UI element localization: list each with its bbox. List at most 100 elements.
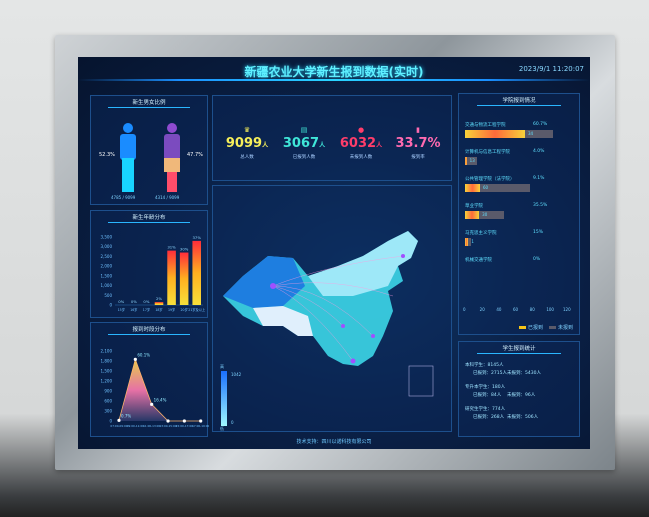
panel-title: 学生报到统计: [459, 344, 579, 354]
document-icon: ▤: [300, 126, 308, 134]
stat-value: 6032: [339, 136, 377, 151]
data-label: 60.1%: [137, 352, 150, 357]
unreported-bar: 60: [480, 184, 530, 192]
data-label: 0.7%: [121, 413, 131, 418]
student-type: 研究生学生：774人: [465, 407, 506, 412]
data-label: 16.4%: [154, 397, 167, 402]
stats-panel: ♛ 9099人 总人数 ▤ 3067人 已报到人数 ● 6032人 未报到人数 ▮ 33.7% 报到率: [212, 95, 452, 181]
college-percent: 60.7%: [533, 122, 548, 127]
reported-bar: [465, 157, 467, 165]
time-panel: 报到时段分布 0 300 600 900 1,200 1,500 1,800 2,100 0.7…: [90, 322, 209, 437]
y-tick-label: 2,500: [101, 254, 113, 259]
legend-min: 0: [231, 420, 234, 425]
y-tick-label: 0: [109, 419, 112, 424]
x-tick-label: 100: [546, 307, 554, 312]
x-tick-label: 40: [496, 307, 502, 312]
time-chart: 0 300 600 900 1,200 1,500 1,800 2,100 0.7% 07:00-…: [101, 349, 209, 429]
college-name: 草业学院: [465, 204, 483, 209]
college-percent: 15%: [533, 230, 544, 235]
y-tick-label: 1,200: [101, 379, 113, 384]
college-name: 交通与物流工程学院: [465, 123, 506, 128]
x-tick-label: 16岁: [130, 307, 137, 312]
college-row: 马克思主义学院 15% 1: [465, 230, 575, 252]
legend-item: 未报到: [549, 324, 573, 331]
stat-label: 已报到人数: [292, 155, 316, 160]
x-tick-label: 0: [463, 307, 466, 312]
y-tick-label: 600: [104, 399, 112, 404]
x-tick-label: 18岁: [155, 307, 162, 312]
student-todo: 未报到：5430人: [507, 371, 541, 376]
unreported-bar: 30: [479, 211, 505, 219]
age-panel: 新生年龄分布 0 500 1,000 1,500 2,000 2,500 3,000 3,50…: [90, 210, 208, 318]
college-row: 公共管理学院（法学院） 9.1% 60: [465, 176, 575, 198]
students-panel: 学生报到统计 本科学生：8145人 已报到：2715人 未报到：5430人 专升本学生…: [458, 341, 580, 437]
y-tick-label: 900: [104, 389, 112, 394]
college-percent: 35.5%: [533, 203, 548, 208]
stat-label: 报到率: [411, 155, 425, 160]
alert-icon: ●: [357, 126, 365, 134]
x-tick-label: 17岁: [143, 307, 150, 312]
bar-chart-icon: ▮: [416, 126, 420, 134]
reported-bar: [465, 211, 480, 219]
college-row: 草业学院 35.5% 30: [465, 203, 575, 225]
age-bar: [167, 250, 176, 305]
data-point: [117, 418, 121, 422]
female-count: 4314 / 9099: [155, 195, 180, 200]
reported-bar: [465, 184, 480, 192]
student-todo: 未报到：96人: [507, 393, 536, 398]
college-row: 交通与物流工程学院 60.7% 34: [465, 122, 575, 144]
unreported-bar: 34: [525, 130, 554, 138]
y-tick-label: 2,000: [101, 264, 113, 269]
y-tick-label: 3,500: [101, 235, 113, 240]
panel-title: 新生男女比例: [91, 98, 207, 108]
legend-high: 高: [220, 364, 224, 369]
x-tick-label: 15岁: [118, 307, 125, 312]
panel-title: 学院报到情况: [459, 96, 579, 106]
y-tick-label: 1,000: [101, 283, 113, 288]
data-label: 2%: [156, 296, 162, 301]
y-tick-label: 2,100: [101, 349, 113, 354]
college-name: 公共管理学院（法学院）: [465, 177, 515, 182]
datetime: 2023/9/1 11:20:07: [518, 65, 584, 73]
data-label: 37%: [192, 235, 201, 240]
data-label: 31%: [167, 245, 176, 250]
female-percent: 47.7%: [187, 152, 203, 158]
unreported-bar: 13: [466, 157, 478, 165]
college-panel: 学院报到情况 交通与物流工程学院 60.7% 34 计算机与信息工程学院 4.0% 13 公…: [458, 93, 580, 335]
college-row: 计算机与信息工程学院 4.0% 13: [465, 149, 575, 171]
x-tick-label: 20岁: [181, 307, 188, 312]
stat-card: ● 6032人未报到人数: [335, 126, 387, 160]
stat-label: 未报到人数: [349, 155, 373, 160]
x-tick-label: 17:00-19:00: [192, 424, 209, 428]
college-row: 机械交通学院 0%: [465, 257, 575, 279]
x-tick-label: 11:00-13:00: [143, 424, 160, 428]
college-percent: 9.1%: [533, 176, 545, 181]
y-tick-label: 300: [104, 409, 112, 414]
y-tick-label: 1,800: [101, 359, 113, 364]
stat-unit: 人: [376, 142, 383, 149]
data-label: 0%: [118, 299, 124, 304]
data-label: 30%: [180, 247, 189, 252]
male-figure-icon: [120, 123, 136, 192]
reported-bar: [465, 130, 525, 138]
student-done: 已报到：268人: [473, 415, 505, 420]
map-panel: 高 1042 低 0: [212, 185, 452, 432]
people-icon: ♛: [243, 126, 251, 134]
student-type: 专升本学生：180人: [465, 385, 506, 390]
y-tick-label: 1,500: [101, 273, 113, 278]
x-tick-label: 15:00-17:00: [176, 424, 193, 428]
header-divider: [78, 79, 590, 81]
college-name: 机械交通学院: [465, 258, 492, 263]
college-percent: 0%: [533, 257, 541, 262]
y-tick-label: 500: [104, 293, 112, 298]
student-type: 本科学生：8145人: [465, 363, 504, 368]
legend-item: 已报到: [519, 324, 543, 331]
stat-unit: 人: [319, 142, 326, 149]
time-line: [118, 358, 201, 422]
stat-value: 9099: [225, 136, 263, 151]
time-area: [119, 359, 201, 421]
unreported-bar: 1: [468, 238, 474, 246]
age-bar: [192, 240, 201, 305]
stat-card: ▤ 3067人 已报到人数: [278, 126, 330, 160]
x-tick-label: 07:00-09:00: [110, 424, 127, 428]
